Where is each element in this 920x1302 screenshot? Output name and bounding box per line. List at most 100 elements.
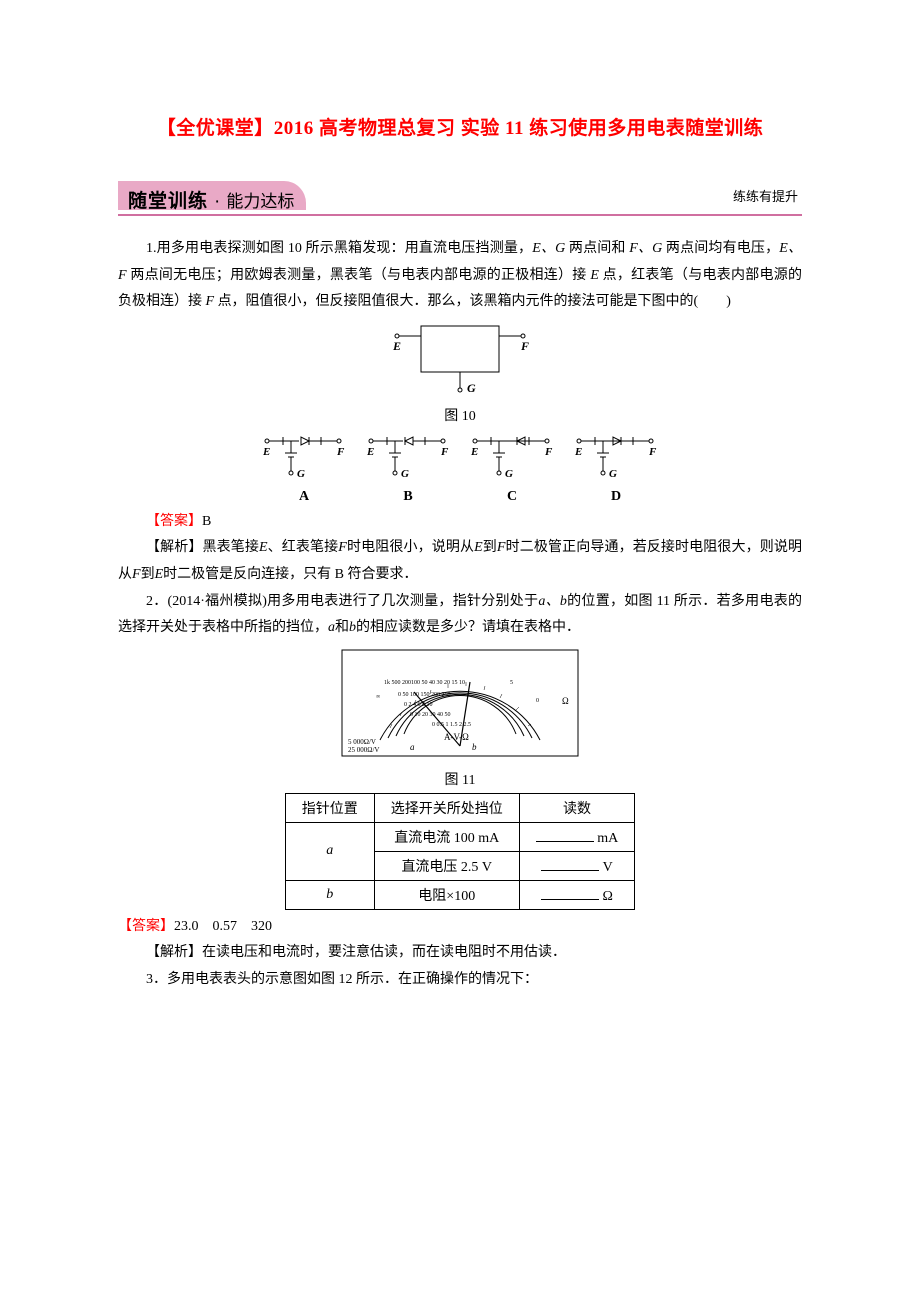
page-title: 【全优课堂】2016 高考物理总复习 实验 11 练习使用多用电表随堂训练 (118, 110, 802, 148)
a2: 、红表笔接 (268, 540, 339, 555)
blackbox-diagram: E F G (385, 322, 535, 394)
a4: 到 (483, 540, 497, 555)
svg-text:F: F (648, 446, 657, 458)
q2-answer-tag: 【答案】 (118, 919, 174, 934)
unit-2: Ω (603, 889, 613, 904)
section-bar-left: 随堂训练 · 能力达标 (118, 181, 306, 210)
svg-text:G: G (609, 468, 617, 480)
q1-option-b: E F G B (365, 429, 451, 505)
opt-label-c: C (507, 489, 517, 505)
fig10: E F G (118, 322, 802, 399)
blank-input[interactable] (541, 885, 599, 900)
unit-1: V (603, 860, 613, 875)
q2-analysis-text: 在读电压和电流时，要注意估读，而在读电阻时不用估读． (202, 945, 566, 960)
answer-tag: 【答案】 (146, 514, 202, 529)
cell-read-0: mA (519, 822, 635, 851)
a3: 时电阻很小，说明从 (347, 540, 474, 555)
svg-text:F: F (336, 446, 345, 458)
q1-option-a: E F G A (261, 429, 347, 505)
svg-text:0 50 100 150 200 250: 0 50 100 150 200 250 (398, 692, 451, 698)
cell-read-1: V (519, 851, 635, 880)
meter-left-1: 5 000Ω/V (348, 738, 376, 746)
opt-label-a: A (299, 489, 309, 505)
q2-t3: 和 (335, 620, 349, 635)
section-right: 练练有提升 (733, 186, 802, 205)
cell-pos-b: b (285, 880, 374, 909)
unit-0: mA (597, 831, 618, 846)
q3-text: 3．多用电表表头的示意图如图 12 所示．在正确操作的情况下： (118, 967, 802, 994)
q2-text: 2．(2014·福州模拟)用多用电表进行了几次测量，指针分别处于a、b的位置，如… (118, 589, 802, 642)
a-F3: F (132, 567, 141, 582)
a7: 时二极管是反向连接，只有 B 符合要求． (163, 567, 417, 582)
a6: 到 (141, 567, 155, 582)
option-c-circuit: E F G (469, 429, 555, 487)
q2-answer-val: 23.0 0.57 320 (174, 919, 272, 934)
svg-text:0 2 4 6 8 10: 0 2 4 6 8 10 (404, 702, 433, 708)
option-b-circuit: E F G (365, 429, 451, 487)
a-F: F (338, 540, 347, 555)
svg-text:E: E (470, 446, 478, 458)
q1-text: 1.用多用电表探测如图 10 所示黑箱发现：用直流电压挡测量，E、G 两点间和 … (118, 236, 802, 316)
cell-gear-0: 直流电流 100 mA (374, 822, 519, 851)
q1-analysis: 【解析】黑表笔接E、红表笔接F时电阻很小，说明从E到F时二极管正向导通，若反接时… (118, 535, 802, 588)
table-row: b 电阻×100 Ω (285, 880, 635, 909)
svg-text:0 10 20 30 40 50: 0 10 20 30 40 50 (410, 712, 451, 718)
section-sub: 能力达标 (226, 187, 294, 212)
svg-text:E: E (392, 339, 401, 353)
svg-text:F: F (520, 339, 529, 353)
svg-text:E: E (262, 446, 270, 458)
option-a-circuit: E F G (261, 429, 347, 487)
table-header-row: 指针位置 选择开关所处挡位 读数 (285, 793, 635, 822)
q2-analysis-tag: 【解析】 (146, 945, 202, 960)
th-reading: 读数 (519, 793, 635, 822)
svg-text:G: G (297, 468, 305, 480)
analysis-tag: 【解析】 (146, 540, 203, 555)
reading-table: 指针位置 选择开关所处挡位 读数 a 直流电流 100 mA mA 直流电压 2… (285, 793, 636, 910)
cell-gear-2: 电阻×100 (374, 880, 519, 909)
fig11-caption: 图 11 (118, 769, 802, 789)
meter-left-2: 25 000Ω/V (348, 746, 379, 754)
meter-b-label: b (472, 742, 477, 752)
q1-option-d: E F G D (573, 429, 659, 505)
q1-option-c: E F G C (469, 429, 555, 505)
section-main: 随堂训练 (128, 186, 208, 213)
svg-text:0 0.5 1 1.5 2 2.5: 0 0.5 1 1.5 2 2.5 (432, 722, 471, 728)
th-gear: 选择开关所处挡位 (374, 793, 519, 822)
svg-text:5: 5 (510, 680, 513, 686)
multimeter-dial: 1k 500 200100 50 40 30 20 15 10 5 0 ∞ 0 … (340, 648, 580, 758)
fig10-caption: 图 10 (118, 405, 802, 425)
svg-text:E: E (366, 446, 374, 458)
svg-text:0: 0 (536, 698, 539, 704)
cell-pos-a: a (285, 822, 374, 880)
table-row: a 直流电流 100 mA mA (285, 822, 635, 851)
svg-text:G: G (401, 468, 409, 480)
cell-read-2: Ω (519, 880, 635, 909)
svg-text:∞: ∞ (376, 694, 380, 700)
blank-input[interactable] (541, 856, 599, 871)
opt-label-d: D (611, 489, 621, 505)
svg-text:G: G (505, 468, 513, 480)
a-E3: E (155, 567, 164, 582)
q2-analysis: 【解析】在读电压和电流时，要注意估读，而在读电阻时不用估读． (118, 940, 802, 967)
section-dot: · (214, 191, 220, 213)
answer-val: B (202, 514, 211, 529)
a-E: E (259, 540, 268, 555)
option-d-circuit: E F G (573, 429, 659, 487)
blank-input[interactable] (536, 827, 594, 842)
q2-ab: a、b (538, 594, 567, 609)
q2-b: b (349, 620, 356, 635)
svg-text:E: E (574, 446, 582, 458)
meter-ohm: Ω (562, 696, 569, 706)
q2-t4: 的相应读数是多少？请填在表格中． (356, 620, 580, 635)
th-pos: 指针位置 (285, 793, 374, 822)
q2-answer: 【答案】23.0 0.57 320 (118, 914, 802, 941)
a-E2: E (474, 540, 483, 555)
cell-gear-1: 直流电压 2.5 V (374, 851, 519, 880)
svg-text:F: F (440, 446, 449, 458)
meter-center-label: A-V-Ω (444, 732, 469, 742)
svg-text:G: G (467, 381, 476, 394)
q2-t1: 2．(2014·福州模拟)用多用电表进行了几次测量，指针分别处于 (146, 594, 538, 609)
opt-label-b: B (403, 489, 412, 505)
meter-a-label: a (410, 742, 415, 752)
q1-answer: 【答案】B (118, 509, 802, 536)
